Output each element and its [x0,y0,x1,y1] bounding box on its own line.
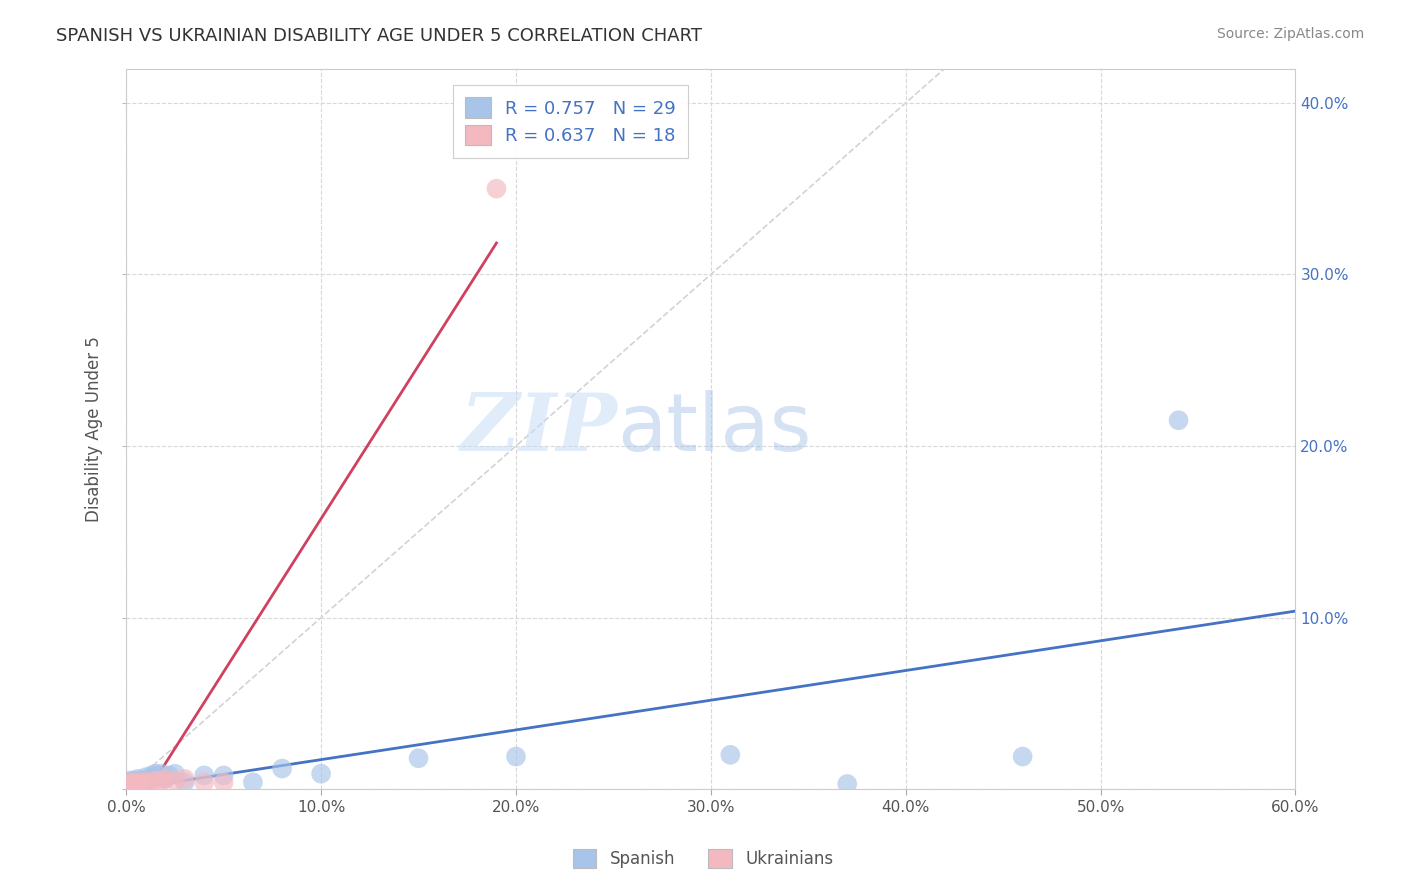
Point [138,775,160,789]
Point [135,775,157,789]
Point [309,766,332,780]
Point [122,777,145,791]
Point [153,772,176,786]
Point [117,777,139,791]
Point [271,762,294,776]
Point [212,768,235,782]
Point [138,773,160,788]
Point [117,775,139,789]
Legend: R = 0.757   N = 29, R = 0.637   N = 18: R = 0.757 N = 29, R = 0.637 N = 18 [453,85,689,158]
Point [135,770,157,784]
Point [153,772,176,786]
Point [242,775,264,789]
Point [131,773,153,788]
Point [157,768,180,782]
Point [1167,413,1189,427]
Point [408,751,430,765]
Point [120,777,142,791]
Text: ZIP: ZIP [460,390,617,467]
Point [193,768,215,782]
Point [150,773,173,788]
Point [121,775,143,789]
Point [193,775,215,789]
Point [1011,749,1033,764]
Point [125,775,148,789]
Point [120,773,142,788]
Point [121,775,143,789]
Point [145,773,167,788]
Y-axis label: Disability Age Under 5: Disability Age Under 5 [86,336,103,522]
Point [127,775,149,789]
Point [128,777,150,791]
Point [173,775,195,789]
Text: Source: ZipAtlas.com: Source: ZipAtlas.com [1216,27,1364,41]
Point [127,772,149,786]
Point [163,766,186,780]
Point [125,777,148,791]
Point [141,768,163,782]
Point [837,777,859,791]
Point [145,766,167,780]
Point [212,775,235,789]
Point [122,773,145,788]
Point [131,775,153,789]
Point [173,772,195,786]
Point [128,777,150,791]
Legend: Spanish, Ukrainians: Spanish, Ukrainians [567,842,839,875]
Point [485,181,508,195]
Point [150,766,173,780]
Text: atlas: atlas [617,390,811,467]
Point [146,768,169,782]
Point [505,749,527,764]
Point [163,773,186,788]
Text: SPANISH VS UKRAINIAN DISABILITY AGE UNDER 5 CORRELATION CHART: SPANISH VS UKRAINIAN DISABILITY AGE UNDE… [56,27,702,45]
Point [718,747,741,762]
